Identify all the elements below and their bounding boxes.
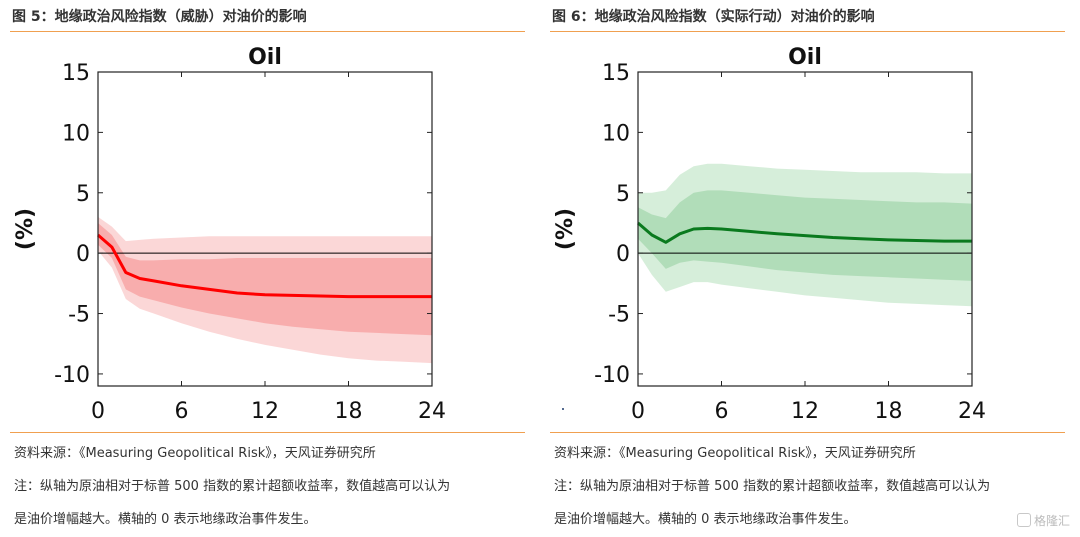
watermark: 格隆汇 [1016, 512, 1070, 529]
y-tick-label: 0 [76, 242, 90, 267]
axis-note-line-2: 是油价增幅越大。横轴的 0 表示地缘政治事件发生。 [14, 512, 317, 527]
y-tick-label: 10 [602, 121, 630, 146]
figure-panel-6: 图 6：地缘政治风险指数（实际行动）对油价的影响 15 10 5 0 -5 -10 0 6 12… [550, 0, 1070, 537]
x-tick-label: 12 [791, 399, 819, 424]
y-tick-label: -10 [594, 363, 630, 388]
axis-note-line-1: 注：纵轴为原油相对于标普 500 指数的累计超额收益率，数值越高可以认为 [14, 479, 451, 494]
x-tick-label: 24 [418, 399, 446, 424]
axis-note-line-2: 是油价增幅越大。横轴的 0 表示地缘政治事件发生。 [554, 512, 857, 527]
chart-title: Oil [248, 45, 282, 70]
y-tick-label: -10 [54, 363, 90, 388]
x-tick-label: 12 [251, 399, 279, 424]
y-tick-label: -5 [68, 303, 90, 328]
y-tick-label: -5 [608, 303, 630, 328]
x-tick-label: 24 [958, 399, 986, 424]
y-axis-label: (%) [13, 208, 38, 250]
source-note: 资料来源：《Measuring Geopolitical Risk》，天风证券研… [554, 446, 916, 461]
source-rule [10, 432, 525, 433]
x-tick-label: 6 [175, 399, 189, 424]
x-tick-label: 18 [335, 399, 363, 424]
title-rule [550, 31, 1065, 32]
figure-title: 图 5：地缘政治风险指数（威胁）对油价的影响 [12, 9, 307, 25]
watermark-text: 格隆汇 [1033, 514, 1070, 528]
figure-title: 图 6：地缘政治风险指数（实际行动）对油价的影响 [552, 9, 875, 25]
y-tick-label: 15 [62, 61, 90, 86]
x-tick-label: 18 [875, 399, 903, 424]
x-tick-label: 0 [91, 399, 105, 424]
y-axis-label: (%) [553, 208, 578, 250]
confidence-band-inner [98, 223, 432, 336]
chart-title: Oil [788, 45, 822, 70]
title-rule [10, 31, 525, 32]
source-rule [550, 432, 1065, 433]
x-tick-label: 6 [715, 399, 729, 424]
y-tick-label: 5 [616, 182, 630, 207]
stray-dot [562, 408, 564, 410]
y-tick-label: 0 [616, 242, 630, 267]
source-note: 资料来源：《Measuring Geopolitical Risk》，天风证券研… [14, 446, 376, 461]
median-response-line [637, 221, 972, 244]
y-tick-label: 5 [76, 182, 90, 207]
axis-note-line-1: 注：纵轴为原油相对于标普 500 指数的累计超额收益率，数值越高可以认为 [554, 479, 991, 494]
logo-icon [1016, 513, 1031, 527]
y-tick-label: 10 [62, 121, 90, 146]
median-response-line [97, 233, 432, 299]
x-tick-label: 0 [631, 399, 645, 424]
figure-panel-5: 图 5：地缘政治风险指数（威胁）对油价的影响 15 10 5 0 -5 -10 0 6 12 18… [10, 0, 530, 537]
y-tick-label: 15 [602, 61, 630, 86]
